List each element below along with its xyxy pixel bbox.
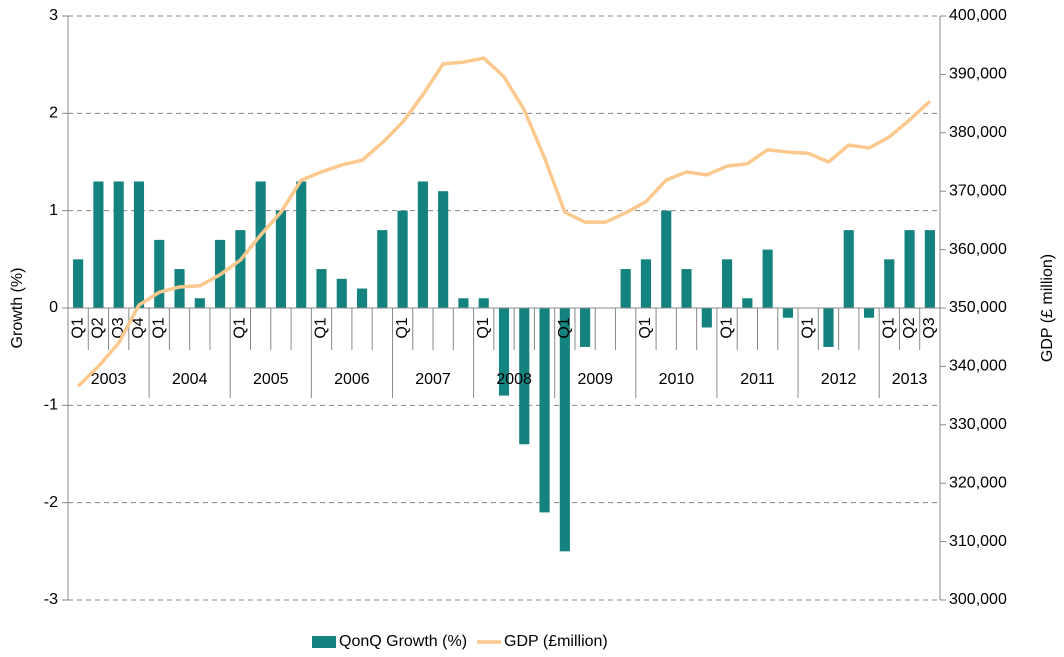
bar — [620, 269, 631, 308]
legend-label: QonQ Growth (%) — [339, 633, 467, 650]
bar — [681, 269, 692, 308]
legend-label: GDP (£million) — [504, 633, 608, 650]
bar — [154, 239, 165, 308]
y-tick-label: 2 — [49, 105, 58, 122]
bar — [275, 210, 286, 308]
bar — [661, 210, 672, 308]
bar — [863, 308, 875, 318]
bar — [397, 210, 408, 308]
bar — [580, 308, 591, 347]
year-label: 2005 — [253, 371, 289, 388]
bar — [904, 230, 915, 308]
bar — [438, 191, 449, 308]
y2-axis-title: GDP (£ million) — [1039, 254, 1056, 362]
y-tick-label: -1 — [44, 397, 58, 414]
y2-tick-label: 380,000 — [949, 124, 1007, 141]
y2-tick-label: 340,000 — [949, 358, 1007, 375]
x-tick-label: Q1 — [475, 317, 492, 338]
bar — [701, 308, 712, 328]
y2-tick-label: 390,000 — [949, 66, 1007, 83]
bar — [73, 259, 84, 308]
year-label: 2011 — [740, 371, 775, 388]
bar — [316, 269, 327, 308]
bar — [559, 308, 570, 552]
x-tick-label: Q1 — [69, 317, 86, 338]
x-tick-label: Q1 — [232, 317, 249, 338]
y2-tick-label: 320,000 — [949, 474, 1007, 491]
year-label: 2013 — [892, 371, 928, 388]
y-tick-label: 3 — [49, 7, 58, 24]
bar — [336, 278, 347, 308]
year-label: 2003 — [91, 371, 127, 388]
bar — [884, 259, 895, 308]
x-tick-label: Q1 — [556, 317, 573, 338]
bar — [113, 181, 124, 308]
x-tick-label: Q4 — [130, 317, 147, 338]
bar — [498, 308, 510, 396]
y-tick-label: 1 — [49, 202, 58, 219]
bar — [782, 308, 793, 318]
bar — [762, 249, 773, 308]
bar — [417, 181, 428, 308]
y2-tick-label: 300,000 — [949, 591, 1007, 608]
y2-tick-label: 400,000 — [949, 7, 1007, 24]
year-label: 2008 — [496, 371, 532, 388]
y-tick-label: -3 — [44, 591, 58, 608]
bar — [356, 288, 368, 308]
bar — [458, 298, 469, 308]
bar — [235, 230, 246, 308]
x-tick-label: Q1 — [881, 317, 898, 338]
x-tick-label: Q1 — [799, 317, 816, 338]
y2-tick-label: 350,000 — [949, 299, 1007, 316]
y-tick-label: 0 — [49, 299, 58, 316]
bar — [722, 259, 733, 308]
bar — [377, 230, 388, 308]
x-tick-label: Q2 — [901, 317, 918, 338]
y-axis-title: Growth (%) — [9, 268, 26, 349]
bar — [519, 308, 530, 445]
y2-tick-label: 310,000 — [949, 533, 1007, 550]
bar — [640, 259, 652, 308]
legend-swatch — [312, 636, 336, 648]
bar — [478, 298, 489, 308]
line — [76, 56, 932, 388]
year-label: 2009 — [577, 371, 613, 388]
bar — [133, 181, 145, 308]
y-tick-label: -2 — [44, 494, 58, 511]
x-tick-label: Q1 — [313, 317, 330, 338]
x-tick-label: Q1 — [637, 317, 654, 338]
bar — [843, 230, 854, 308]
year-label: 2006 — [334, 371, 370, 388]
bar — [296, 181, 307, 308]
x-tick-label: Q1 — [718, 317, 735, 338]
bar — [194, 298, 205, 308]
bar — [93, 181, 104, 308]
x-tick-label: Q1 — [150, 317, 167, 338]
y2-tick-label: 330,000 — [949, 416, 1007, 433]
x-tick-label: Q3 — [921, 317, 938, 338]
bar — [539, 308, 550, 513]
bar — [823, 308, 834, 347]
year-label: 2012 — [821, 371, 857, 388]
bar — [924, 230, 935, 308]
y2-tick-label: 370,000 — [949, 182, 1007, 199]
x-tick-label: Q2 — [90, 317, 107, 338]
year-label: 2010 — [659, 371, 695, 388]
year-label: 2007 — [415, 371, 451, 388]
year-label: 2004 — [172, 371, 208, 388]
y2-tick-label: 360,000 — [949, 241, 1007, 258]
bar — [255, 181, 266, 308]
x-tick-label: Q1 — [394, 317, 411, 338]
bar — [742, 298, 753, 308]
